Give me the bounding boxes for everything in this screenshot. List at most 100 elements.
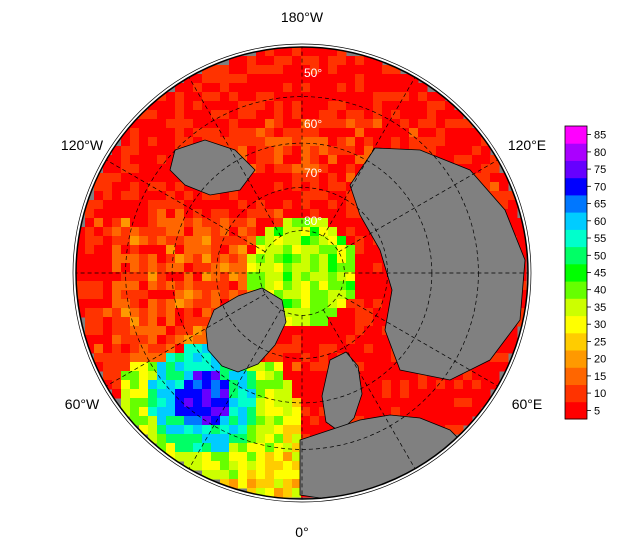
value-cell [274, 407, 284, 417]
value-cell [229, 65, 239, 75]
value-cell [328, 254, 338, 264]
value-cell [364, 254, 374, 264]
value-cell [94, 182, 104, 192]
value-cell [301, 218, 311, 228]
value-cell [301, 254, 311, 264]
value-cell [310, 209, 320, 219]
value-cell [454, 155, 464, 165]
value-cell [175, 119, 185, 129]
value-cell [139, 308, 149, 318]
value-cell [292, 209, 302, 219]
value-cell [292, 128, 302, 138]
value-cell [121, 308, 131, 318]
value-cell [283, 56, 293, 66]
colorbar-tick-label: 15 [594, 371, 606, 383]
value-cell [103, 164, 113, 174]
value-cell [157, 92, 167, 102]
value-cell [184, 218, 194, 228]
value-cell [373, 335, 383, 345]
value-cell [346, 209, 356, 219]
value-cell [346, 101, 356, 111]
value-cell [157, 335, 167, 345]
value-cell [373, 308, 383, 318]
value-cell [265, 92, 275, 102]
value-cell [310, 281, 320, 291]
value-cell [301, 335, 311, 345]
value-cell [166, 326, 176, 336]
value-cell [130, 416, 140, 426]
value-cell [355, 92, 365, 102]
value-cell [76, 263, 86, 273]
value-cell [364, 83, 374, 93]
value-cell [400, 380, 410, 390]
value-cell [103, 335, 113, 345]
value-cell [265, 47, 275, 57]
value-cell [139, 128, 149, 138]
value-cell [166, 173, 176, 183]
value-cell [283, 344, 293, 354]
value-cell [454, 416, 464, 426]
value-cell [319, 164, 329, 174]
value-cell [112, 254, 122, 264]
value-cell [166, 317, 176, 327]
value-cell [301, 326, 311, 336]
value-cell [418, 137, 428, 147]
value-cell [175, 191, 185, 201]
map-rim [75, 46, 529, 500]
value-cell [364, 272, 374, 282]
value-cell [121, 218, 131, 228]
value-cell [409, 119, 419, 129]
value-cell [265, 389, 275, 399]
value-cell [121, 353, 131, 363]
value-cell [202, 281, 212, 291]
value-cell [319, 200, 329, 210]
value-cell [319, 101, 329, 111]
value-cell [166, 254, 176, 264]
value-cell [193, 272, 203, 282]
colorbar-tick-label: 20 [594, 354, 606, 366]
value-cell [301, 425, 311, 435]
value-cell [166, 227, 176, 237]
value-cell [130, 218, 140, 228]
value-cell [157, 209, 167, 219]
value-cell [256, 146, 266, 156]
value-cell [229, 137, 239, 147]
value-cell [364, 119, 374, 129]
value-cell [364, 344, 374, 354]
value-cell [319, 299, 329, 309]
value-cell [139, 218, 149, 228]
value-cell [184, 353, 194, 363]
value-cell [94, 263, 104, 273]
value-cell [265, 191, 275, 201]
value-cell [391, 389, 401, 399]
value-cell [499, 182, 509, 192]
value-cell [166, 209, 176, 219]
value-cell [283, 83, 293, 93]
value-cell [121, 317, 131, 327]
value-cell [148, 380, 158, 390]
value-cell [364, 299, 374, 309]
value-cell [175, 362, 185, 372]
value-cell [202, 119, 212, 129]
value-cell [472, 155, 482, 165]
value-cell [346, 227, 356, 237]
value-cell [400, 110, 410, 120]
value-cell [139, 425, 149, 435]
value-cell [94, 236, 104, 246]
value-cell [274, 344, 284, 354]
value-cell [175, 344, 185, 354]
value-cell [130, 281, 140, 291]
value-cell [130, 155, 140, 165]
value-cell [310, 308, 320, 318]
value-cell [427, 416, 437, 426]
value-cell [175, 110, 185, 120]
value-cell [292, 407, 302, 417]
value-cell [436, 407, 446, 417]
value-cell [211, 425, 221, 435]
meridian-120 [338, 159, 498, 253]
value-cell [364, 407, 374, 417]
value-cell [130, 182, 140, 192]
value-cell [85, 290, 95, 300]
value-cell [121, 254, 131, 264]
value-cell [283, 452, 293, 462]
